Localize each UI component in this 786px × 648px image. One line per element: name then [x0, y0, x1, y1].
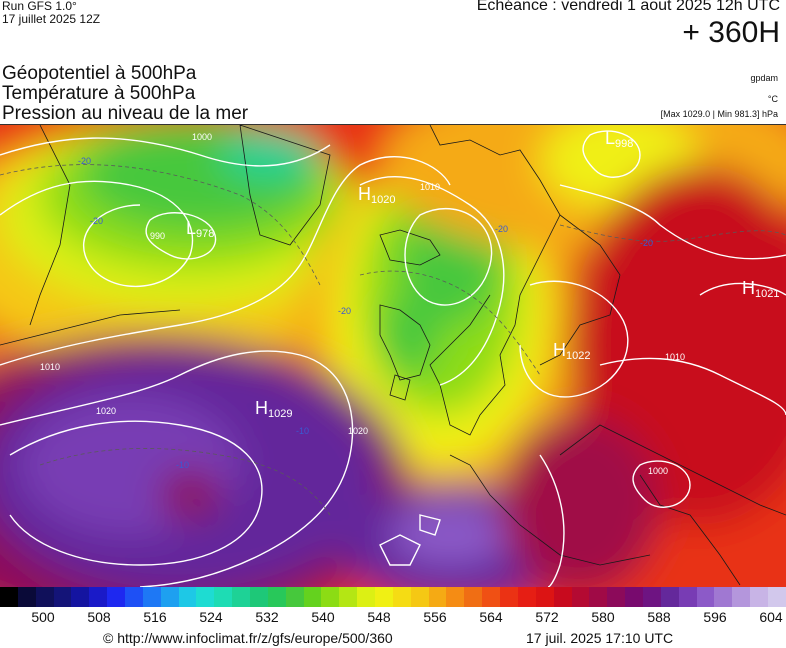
color-scale-tick: 532	[255, 609, 279, 625]
color-scale-swatch	[500, 587, 518, 607]
color-scale-swatch	[767, 587, 786, 607]
temperature-label: -20	[90, 216, 103, 226]
color-scale-swatch	[285, 587, 304, 607]
unit-geopotential: gpdam	[750, 73, 778, 83]
run-title: Run GFS 1.0°	[2, 0, 77, 13]
color-scale-tick: 508	[87, 609, 111, 625]
color-scale-swatch	[142, 587, 161, 607]
pressure-center-l998: L998	[605, 128, 633, 150]
color-scale-swatch	[339, 587, 358, 607]
isobar-label: 1010	[40, 362, 60, 372]
color-scale-swatch	[696, 587, 715, 607]
color-scale-swatch	[0, 587, 18, 607]
temperature-label: -20	[640, 238, 653, 248]
isobar-label: 1000	[192, 132, 212, 142]
color-scale-swatch	[750, 587, 768, 607]
color-scale-swatch	[446, 587, 465, 607]
color-scale-swatch	[482, 587, 501, 607]
color-scale-swatch	[232, 587, 251, 607]
color-scale-swatch	[678, 587, 697, 607]
color-scale-swatch	[732, 587, 751, 607]
color-scale-swatch	[53, 587, 72, 607]
field-temperature: Température à 500hPa	[2, 83, 196, 104]
color-scale-swatch	[250, 587, 268, 607]
map-labels: H1029 H1022 H1021 H1020 L978 L998 1000 1…	[40, 128, 779, 476]
color-scale-swatch	[571, 587, 590, 607]
color-scale-swatch	[125, 587, 143, 607]
color-scale-tick: 604	[759, 609, 783, 625]
lead-time: + 360H	[682, 16, 780, 49]
color-scale-swatch	[107, 587, 126, 607]
color-scale-swatch	[35, 587, 54, 607]
source-url: © http://www.infoclimat.fr/z/gfs/europe/…	[103, 630, 393, 646]
temperature-label: -20	[495, 224, 508, 234]
color-scale-swatch	[607, 587, 626, 607]
generated-timestamp: 17 juil. 2025 17:10 UTC	[526, 630, 674, 646]
color-scale-tick: 540	[311, 609, 335, 625]
color-scale-swatch	[160, 587, 179, 607]
unit-temperature: °C	[767, 94, 778, 104]
field-pressure: Pression au niveau de la mer	[2, 103, 249, 124]
temperature-label: -20	[78, 156, 91, 166]
temperature-label: -20	[338, 306, 351, 316]
color-scale-swatch	[517, 587, 536, 607]
forecast-valid-time: Echéance : vendredi 1 aout 2025 12h UTC	[476, 0, 780, 14]
isobar-label: 1020	[348, 426, 368, 436]
color-scale-tick: 564	[479, 609, 503, 625]
isobar-label: 1020	[96, 406, 116, 416]
pressure-center-h1020: H1020	[358, 184, 395, 206]
color-scale-swatch	[303, 587, 322, 607]
color-scale-swatch	[214, 587, 233, 607]
color-scale-swatch	[535, 587, 554, 607]
pressure-center-h1022: H1022	[553, 340, 590, 362]
color-scale-tick: 524	[199, 609, 223, 625]
color-scale-swatch	[17, 587, 36, 607]
color-scale-swatch	[196, 587, 215, 607]
pressure-center-h1021: H1021	[742, 278, 779, 300]
color-scale-swatch	[642, 587, 661, 607]
isobar-label: 1000	[648, 466, 668, 476]
color-scale-swatch	[267, 587, 286, 607]
isobar-label: 990	[150, 231, 165, 241]
isobar-label: 1010	[665, 352, 685, 362]
color-scale-swatch	[714, 587, 733, 607]
temperature-label: -10	[296, 426, 309, 436]
color-scale-tick: 556	[423, 609, 447, 625]
color-scale-swatch	[589, 587, 608, 607]
color-scale-tick: 588	[647, 609, 671, 625]
color-scale-swatch	[410, 587, 429, 607]
color-scale-swatch	[625, 587, 643, 607]
color-scale-swatch	[553, 587, 572, 607]
color-scale-swatch	[660, 587, 679, 607]
color-scale-swatch	[89, 587, 108, 607]
color-scale-tick: 516	[143, 609, 167, 625]
color-scale-swatch	[428, 587, 447, 607]
pressure-center-h1029: H1029	[255, 398, 292, 420]
weather-map	[0, 124, 786, 588]
color-scale	[0, 587, 786, 607]
color-scale-ticks: 500 508 516 524 532 540 548 556 564 572 580 588 596 6…	[0, 609, 786, 629]
color-scale-tick: 596	[703, 609, 727, 625]
isobar-label: 1010	[420, 182, 440, 192]
color-scale-swatch	[357, 587, 376, 607]
color-scale-swatch	[375, 587, 393, 607]
color-scale-swatch	[71, 587, 90, 607]
color-scale-swatch	[178, 587, 197, 607]
color-scale-tick: 548	[367, 609, 391, 625]
field-geopotential: Géopotentiel à 500hPa	[2, 63, 197, 84]
color-scale-tick: 580	[591, 609, 615, 625]
color-scale-tick: 500	[31, 609, 55, 625]
color-scale-swatch	[464, 587, 483, 607]
color-scale-swatch	[392, 587, 411, 607]
pressure-center-l978: L978	[186, 218, 214, 240]
color-scale-swatch	[321, 587, 340, 607]
color-scale-tick: 572	[535, 609, 559, 625]
run-date: 17 juillet 2025 12Z	[2, 12, 101, 26]
pressure-range: [Max 1029.0 | Min 981.3] hPa	[660, 109, 778, 119]
temperature-label: -10	[176, 460, 189, 470]
